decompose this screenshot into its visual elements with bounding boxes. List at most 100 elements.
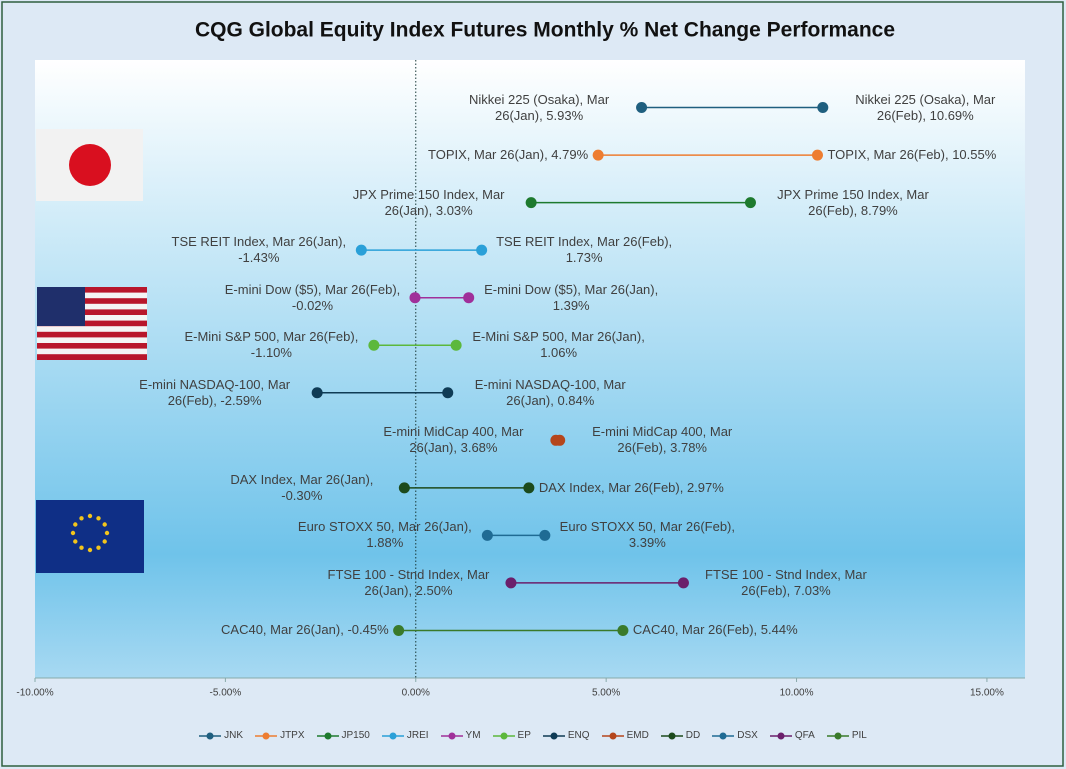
data-label: E-mini MidCap 400, Mar 26(Jan), 3.68%	[383, 424, 524, 456]
data-label: E-mini NASDAQ-100, Mar 26(Jan), 0.84%	[474, 376, 626, 408]
x-tick-label: -10.00%	[16, 688, 53, 699]
legend-item: ENQ	[542, 730, 590, 741]
legend-label: PIL	[851, 730, 867, 741]
data-label: FTSE 100 - Stnd Index, Mar 26(Feb), 7.03…	[705, 566, 867, 598]
dot	[539, 529, 551, 541]
data-label: TOPIX, Mar 26(Feb), 10.55%	[827, 147, 997, 163]
dot	[442, 387, 454, 399]
dot	[398, 482, 410, 494]
dot	[817, 102, 829, 114]
legend-dot	[500, 732, 508, 739]
dot	[811, 149, 823, 161]
legend-label: EMD	[626, 730, 649, 741]
legend-swatch	[660, 732, 683, 739]
dot	[505, 577, 517, 589]
dot	[744, 197, 756, 209]
legend-dot	[668, 732, 676, 739]
legend-dot	[609, 732, 617, 739]
data-label: E-mini Dow ($5), Mar 26(Jan), 1.39%	[484, 281, 659, 313]
legend-dot	[777, 732, 785, 739]
legend-swatch	[316, 732, 339, 739]
data-label: TSE REIT Index, Mar 26(Jan), -1.43%	[171, 234, 347, 266]
legend-swatch	[542, 732, 565, 739]
legend-swatch	[492, 732, 515, 739]
data-label: CAC40, Mar 26(Feb), 5.44%	[632, 622, 798, 638]
legend-swatch	[712, 732, 735, 739]
data-label: E-mini Dow ($5), Mar 26(Feb), -0.02%	[224, 281, 401, 313]
data-label: Nikkei 225 (Osaka), Mar 26(Feb), 10.69%	[855, 91, 996, 123]
legend-item: EMD	[601, 730, 649, 741]
legend: JNK JTPX JP150 JREI YM EP ENQ EMD DD DSX QFA PIL	[0, 730, 1066, 741]
flag-usa	[37, 287, 147, 360]
x-tick-label: 0.00%	[402, 688, 430, 699]
legend-item: JTPX	[255, 730, 305, 741]
legend-swatch	[601, 732, 624, 739]
legend-item: JNK	[199, 730, 243, 741]
dot	[636, 102, 648, 114]
dot	[450, 339, 462, 351]
legend-label: JNK	[224, 730, 244, 741]
legend-swatch	[255, 732, 278, 739]
data-label: Euro STOXX 50, Mar 26(Jan), 1.88%	[297, 519, 472, 551]
data-label: Nikkei 225 (Osaka), Mar 26(Jan), 5.93%	[469, 91, 610, 123]
legend-dot	[206, 732, 214, 739]
dot	[409, 292, 421, 304]
legend-label: JP150	[341, 730, 370, 741]
dot	[523, 482, 535, 494]
legend-dot	[324, 732, 332, 739]
legend-item: EP	[492, 730, 531, 741]
legend-label: DD	[685, 730, 701, 741]
legend-dot	[389, 732, 397, 739]
dot	[476, 244, 488, 256]
data-label: E-mini MidCap 400, Mar 26(Feb), 3.78%	[592, 424, 733, 456]
legend-label: DSX	[737, 730, 758, 741]
legend-swatch	[440, 732, 463, 739]
data-label: JPX Prime 150 Index, Mar 26(Jan), 3.03%	[352, 186, 505, 218]
legend-dot	[550, 732, 558, 739]
flag-japan	[36, 129, 143, 201]
dot	[393, 624, 405, 636]
data-label: DAX Index, Mar 26(Feb), 2.97%	[538, 479, 724, 495]
data-label: JPX Prime 150 Index, Mar 26(Feb), 8.79%	[777, 186, 929, 218]
dot	[554, 434, 566, 446]
legend-item: JP150	[316, 730, 370, 741]
legend-swatch	[381, 732, 404, 739]
legend-item: QFA	[769, 730, 815, 741]
legend-swatch	[826, 732, 849, 739]
legend-label: ENQ	[567, 730, 590, 741]
legend-item: DD	[660, 730, 701, 741]
data-label: E-mini NASDAQ-100, Mar 26(Feb), -2.59%	[139, 376, 291, 408]
legend-item: JREI	[381, 730, 429, 741]
x-tick-label: -5.00%	[210, 688, 242, 699]
legend-label: JTPX	[280, 730, 305, 741]
legend-dot	[834, 732, 842, 739]
data-label: TOPIX, Mar 26(Jan), 4.79%	[428, 147, 589, 163]
data-label: FTSE 100 - Stnd Index, Mar 26(Jan), 2.50…	[327, 566, 490, 598]
dot	[592, 149, 604, 161]
dot	[368, 339, 380, 351]
legend-label: YM	[465, 730, 481, 741]
data-label: CAC40, Mar 26(Jan), -0.45%	[221, 622, 389, 638]
data-label: DAX Index, Mar 26(Jan), -0.30%	[230, 471, 374, 503]
legend-label: EP	[517, 730, 531, 741]
data-label: E-Mini S&P 500, Mar 26(Feb), -1.10%	[184, 329, 359, 361]
dot	[617, 624, 629, 636]
dot	[463, 292, 475, 304]
data-label: E-Mini S&P 500, Mar 26(Jan), 1.06%	[472, 329, 645, 361]
x-tick-label: 15.00%	[970, 688, 1004, 699]
dot	[355, 244, 367, 256]
legend-item: YM	[440, 730, 481, 741]
legend-swatch	[199, 732, 222, 739]
dot	[525, 197, 537, 209]
legend-item: DSX	[712, 730, 758, 741]
legend-dot	[719, 732, 727, 739]
x-tick-label: 10.00%	[780, 688, 814, 699]
dot	[677, 577, 689, 589]
legend-swatch	[769, 732, 792, 739]
legend-dot	[262, 732, 270, 739]
legend-label: JREI	[406, 730, 429, 741]
data-label: Euro STOXX 50, Mar 26(Feb), 3.39%	[559, 519, 736, 551]
dot	[481, 529, 493, 541]
